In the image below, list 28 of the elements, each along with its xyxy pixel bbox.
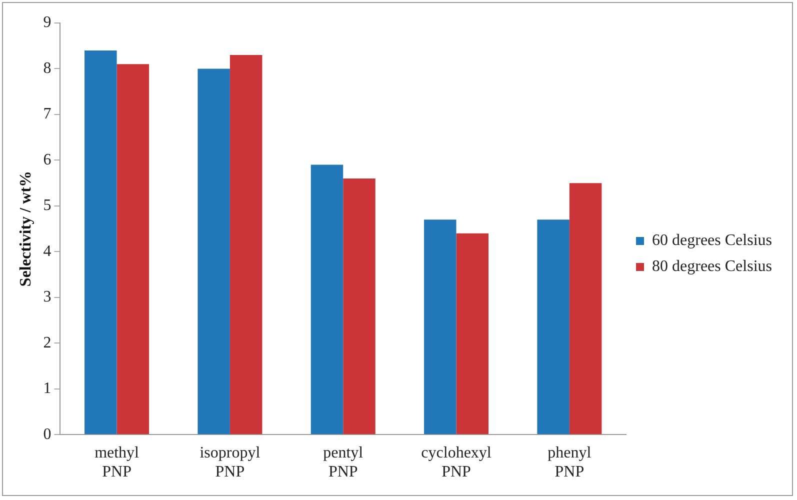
legend-label: 60 degrees Celsius [652, 232, 772, 250]
bar [230, 55, 262, 434]
bar [343, 178, 376, 434]
bar [198, 68, 230, 434]
y-tick-label: 8 [43, 60, 52, 77]
y-tick-label: 7 [43, 106, 52, 123]
x-tick-label: pentyl PNP [323, 444, 364, 481]
bar [569, 183, 602, 434]
y-tick-label: 0 [43, 426, 52, 443]
x-tick-label: methyl PNP [94, 444, 140, 481]
bar [310, 164, 344, 434]
y-tick-label: 3 [43, 288, 52, 306]
bar [537, 220, 570, 434]
y-tick-label: 4 [43, 242, 52, 260]
x-tick-label: phenyl PNP [548, 444, 592, 481]
y-tick-label: 6 [43, 151, 52, 168]
bar [116, 64, 150, 434]
legend-label: 80 degrees Celsius [652, 258, 772, 276]
x-tick-label: cyclohexyl PNP [421, 444, 492, 481]
bar [456, 233, 489, 434]
y-tick-label: 1 [43, 380, 52, 398]
bar [84, 50, 117, 434]
y-tick-label: 9 [43, 14, 52, 32]
x-tick-label: isopropyl PNP [200, 444, 261, 481]
y-tick-label: 2 [43, 334, 52, 352]
y-tick-label: 5 [43, 197, 52, 214]
bar [424, 220, 456, 434]
y-axis-title: Selectivity / wt% [18, 171, 35, 287]
